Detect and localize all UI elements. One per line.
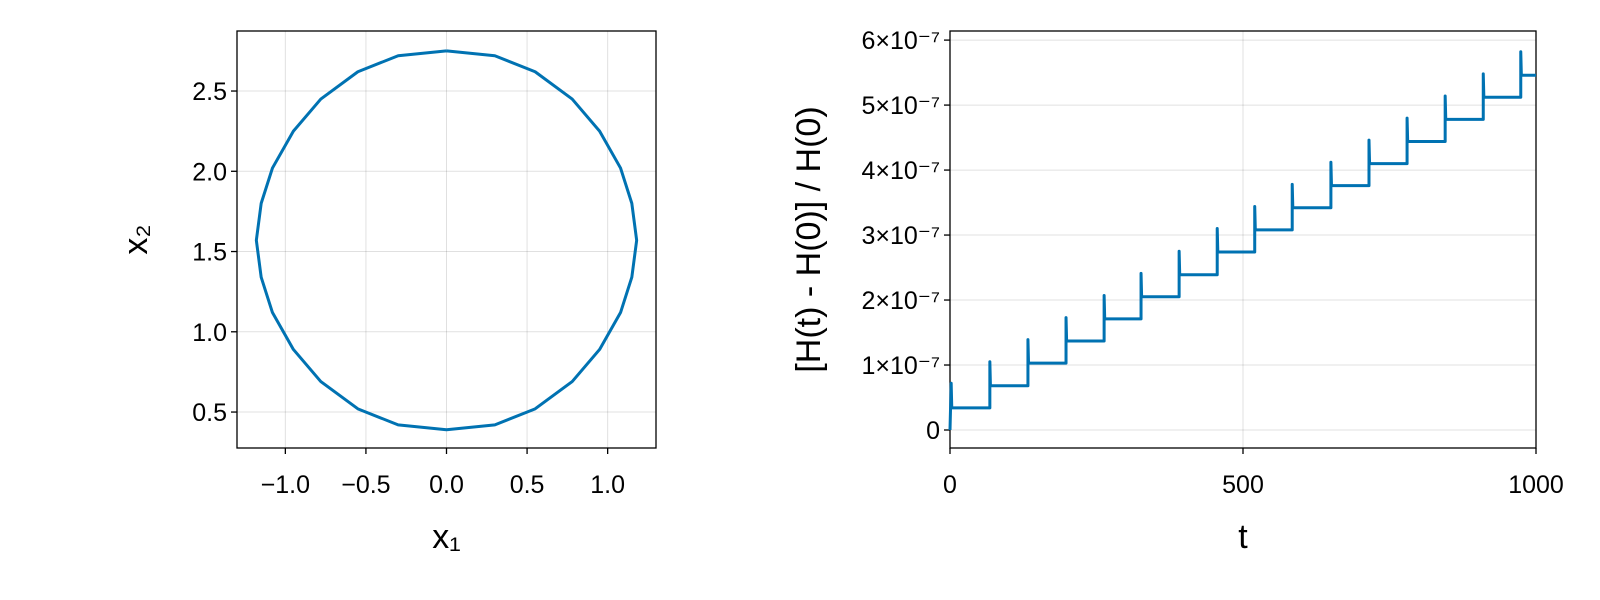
data-line [948,50,1536,431]
x-tick-label: 0.5 [510,471,545,499]
x-axis-label: x₁ [432,518,460,556]
y-axis-label: [H(t) - H(0)] / H(0) [790,106,828,372]
y-tick-label: 0.5 [192,399,227,427]
y-tick-label: 3×10⁻⁷ [861,222,940,250]
x-tick-label: −1.0 [261,471,310,499]
x-axis-label: t [1238,518,1248,556]
y-tick-label: 0 [926,417,940,445]
y-tick-label: 6×10⁻⁷ [861,27,940,55]
y-tick-label: 2×10⁻⁷ [861,287,940,315]
y-tick-label: 4×10⁻⁷ [861,157,940,185]
plot-frame [949,30,1537,449]
plot-frame [236,30,657,449]
data-line [254,49,639,432]
x-tick-label: 1.0 [590,471,625,499]
y-tick-label: 2.5 [192,78,227,106]
x-tick-label: −0.5 [341,471,390,499]
y-axis-label: x₂ [117,224,155,254]
y-tick-label: 2.0 [192,158,227,186]
x-tick-label: 500 [1222,471,1264,499]
x-tick-label: 0 [943,471,957,499]
y-tick-label: 1×10⁻⁷ [861,352,940,380]
x-tick-label: 0.0 [429,471,464,499]
y-tick-label: 1.0 [192,319,227,347]
y-tick-label: 1.5 [192,239,227,267]
y-tick-label: 5×10⁻⁷ [861,92,940,120]
x-tick-label: 1000 [1508,471,1564,499]
